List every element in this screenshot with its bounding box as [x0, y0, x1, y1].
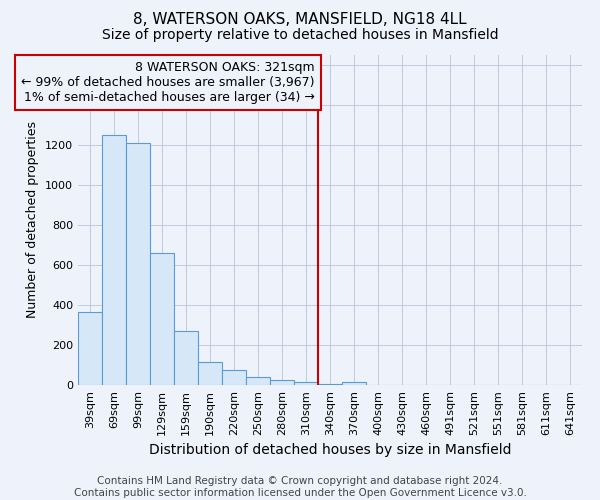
Bar [198, 362, 222, 385]
Bar [270, 380, 294, 385]
Text: Size of property relative to detached houses in Mansfield: Size of property relative to detached ho… [101, 28, 499, 42]
Bar [174, 331, 198, 385]
Text: 8, WATERSON OAKS, MANSFIELD, NG18 4LL: 8, WATERSON OAKS, MANSFIELD, NG18 4LL [133, 12, 467, 28]
Bar [246, 377, 270, 385]
Bar [126, 143, 150, 385]
Text: 8 WATERSON OAKS: 321sqm
← 99% of detached houses are smaller (3,967)
1% of semi-: 8 WATERSON OAKS: 321sqm ← 99% of detache… [21, 61, 314, 104]
Bar [222, 370, 246, 385]
Y-axis label: Number of detached properties: Number of detached properties [26, 122, 40, 318]
Bar [150, 253, 174, 385]
Bar [102, 135, 126, 385]
Bar [294, 382, 318, 385]
Text: Contains HM Land Registry data © Crown copyright and database right 2024.
Contai: Contains HM Land Registry data © Crown c… [74, 476, 526, 498]
Bar [318, 384, 342, 385]
Bar [342, 382, 366, 385]
X-axis label: Distribution of detached houses by size in Mansfield: Distribution of detached houses by size … [149, 443, 511, 457]
Bar [78, 312, 102, 385]
